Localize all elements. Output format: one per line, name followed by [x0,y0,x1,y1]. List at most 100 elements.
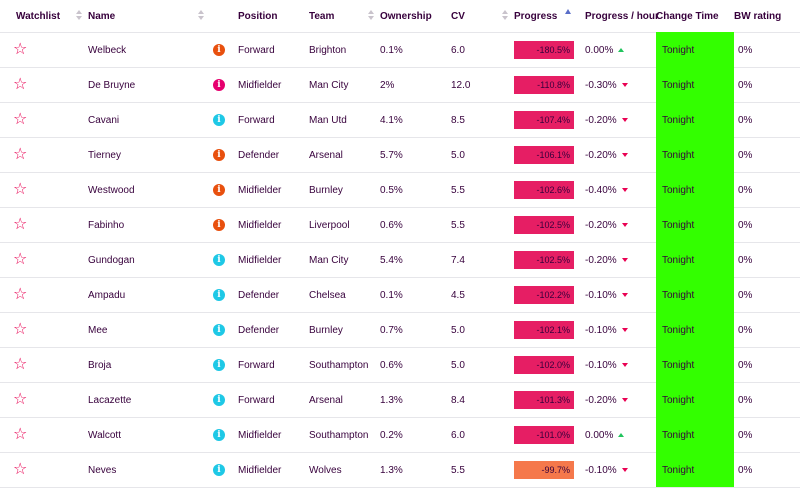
table-row[interactable]: ☆ Walcott i Midfielder Southampton 0.2% 6.0 -10… [0,417,800,453]
watchlist-cell: ☆ [0,172,88,208]
watchlist-cell: ☆ [0,417,88,453]
player-name[interactable]: Westwood [88,172,210,208]
star-outline-icon[interactable]: ☆ [13,286,28,303]
player-name[interactable]: Broja [88,347,210,383]
progress-hour-value: -0.20% [585,114,617,126]
star-outline-icon[interactable]: ☆ [13,321,28,338]
progress-hour-cell: -0.20% [585,137,656,173]
table-row[interactable]: ☆ Cavani i Forward Man Utd 4.1% 8.5 -107.4% -0.2… [0,102,800,138]
player-name[interactable]: Gundogan [88,242,210,278]
progress-hour-value: 0.00% [585,429,614,441]
header-cv[interactable]: CV [451,0,514,33]
player-name[interactable]: Cavani [88,102,210,138]
watchlist-cell: ☆ [0,347,88,383]
player-name[interactable]: Tierney [88,137,210,173]
star-outline-icon[interactable]: ☆ [13,391,28,408]
header-name[interactable]: Name [88,0,210,33]
player-name[interactable]: Welbeck [88,32,210,68]
table-row[interactable]: ☆ De Bruyne i Midfielder Man City 2% 12.0 -110.… [0,67,800,103]
progress-cell: -180.5% [514,32,585,68]
header-team[interactable]: Team [309,0,380,33]
change-time-cell: Tonight [656,382,734,418]
watchlist-cell: ☆ [0,137,88,173]
star-outline-icon[interactable]: ☆ [13,356,28,373]
status-cell: i [210,137,238,173]
info-icon[interactable]: i [213,44,225,56]
trend-down-icon [621,152,628,157]
player-name[interactable]: De Bruyne [88,67,210,103]
table-row[interactable]: ☆ Welbeck i Forward Brighton 0.1% 6.0 -180.5% 0.… [0,32,800,68]
info-icon[interactable]: i [213,324,225,336]
change-time-cell: Tonight [656,102,734,138]
player-name[interactable]: Lacazette [88,382,210,418]
table-row[interactable]: ☆ Mee i Defender Burnley 0.7% 5.0 -102.1% -0.10%… [0,312,800,348]
info-icon[interactable]: i [213,254,225,266]
sort-icon[interactable] [368,10,374,22]
header-progress-hour[interactable]: Progress / hour [585,10,659,22]
player-name[interactable]: Neves [88,452,210,488]
info-icon[interactable]: i [213,219,225,231]
sort-icon[interactable] [502,10,508,22]
info-icon[interactable]: i [213,149,225,161]
header-position[interactable]: Position [238,10,278,22]
info-icon[interactable]: i [213,429,225,441]
star-outline-icon[interactable]: ☆ [13,41,28,58]
progress-cell: -102.2% [514,277,585,313]
header-bw-rating[interactable]: BW rating [734,10,782,22]
header-change-time[interactable]: Change Time [656,10,719,22]
header-watchlist[interactable]: Watchlist [0,0,88,33]
player-team: Arsenal [309,382,380,418]
player-cv: 5.5 [451,452,514,488]
progress-hour-cell: -0.40% [585,172,656,208]
sort-icon[interactable] [76,10,82,22]
star-outline-icon[interactable]: ☆ [13,461,28,478]
star-outline-icon[interactable]: ☆ [13,426,28,443]
table-body: ☆ Welbeck i Forward Brighton 0.1% 6.0 -180.5% 0.… [0,32,800,488]
sort-ascending-icon[interactable] [565,9,571,14]
player-name[interactable]: Fabinho [88,207,210,243]
trend-down-icon [621,82,628,87]
player-team: Arsenal [309,137,380,173]
table-row[interactable]: ☆ Neves i Midfielder Wolves 1.3% 5.5 -99.7% -0.1… [0,452,800,488]
change-time-cell: Tonight [656,207,734,243]
player-name[interactable]: Ampadu [88,277,210,313]
star-outline-icon[interactable]: ☆ [13,216,28,233]
star-outline-icon[interactable]: ☆ [13,146,28,163]
info-icon[interactable]: i [213,79,225,91]
table-row[interactable]: ☆ Fabinho i Midfielder Liverpool 0.6% 5.5 -102.… [0,207,800,243]
player-cv: 5.5 [451,207,514,243]
player-team: Wolves [309,452,380,488]
table-row[interactable]: ☆ Broja i Forward Southampton 0.6% 5.0 -102.0% -… [0,347,800,383]
info-icon[interactable]: i [213,289,225,301]
star-outline-icon[interactable]: ☆ [13,111,28,128]
table-row[interactable]: ☆ Gundogan i Midfielder Man City 5.4% 7.4 -102.… [0,242,800,278]
table-row[interactable]: ☆ Lacazette i Forward Arsenal 1.3% 8.4 -101.3% -… [0,382,800,418]
header-progress[interactable]: Progress [514,0,585,33]
player-name[interactable]: Mee [88,312,210,348]
status-cell: i [210,417,238,453]
info-icon[interactable]: i [213,359,225,371]
table-row[interactable]: ☆ Tierney i Defender Arsenal 5.7% 5.0 -106.1% -0… [0,137,800,173]
star-outline-icon[interactable]: ☆ [13,76,28,93]
bw-rating-cell: 0% [734,277,800,313]
table-row[interactable]: ☆ Ampadu i Defender Chelsea 0.1% 4.5 -102.2% -0.… [0,277,800,313]
progress-cell: -102.5% [514,242,585,278]
player-name[interactable]: Walcott [88,417,210,453]
info-icon[interactable]: i [213,114,225,126]
progress-hour-value: -0.20% [585,219,617,231]
table-row[interactable]: ☆ Westwood i Midfielder Burnley 0.5% 5.5 -102.6… [0,172,800,208]
star-outline-icon[interactable]: ☆ [13,251,28,268]
sort-icon[interactable] [198,10,204,22]
trend-down-icon [621,397,628,402]
progress-hour-value: -0.10% [585,289,617,301]
bw-rating-cell: 0% [734,417,800,453]
header-ownership[interactable]: Ownership [380,10,432,22]
star-outline-icon[interactable]: ☆ [13,181,28,198]
info-icon[interactable]: i [213,394,225,406]
info-icon[interactable]: i [213,184,225,196]
progress-badge: -102.0% [514,356,574,374]
trend-down-icon [621,362,628,367]
info-icon[interactable]: i [213,464,225,476]
progress-hour-cell: 0.00% [585,417,656,453]
status-cell: i [210,242,238,278]
